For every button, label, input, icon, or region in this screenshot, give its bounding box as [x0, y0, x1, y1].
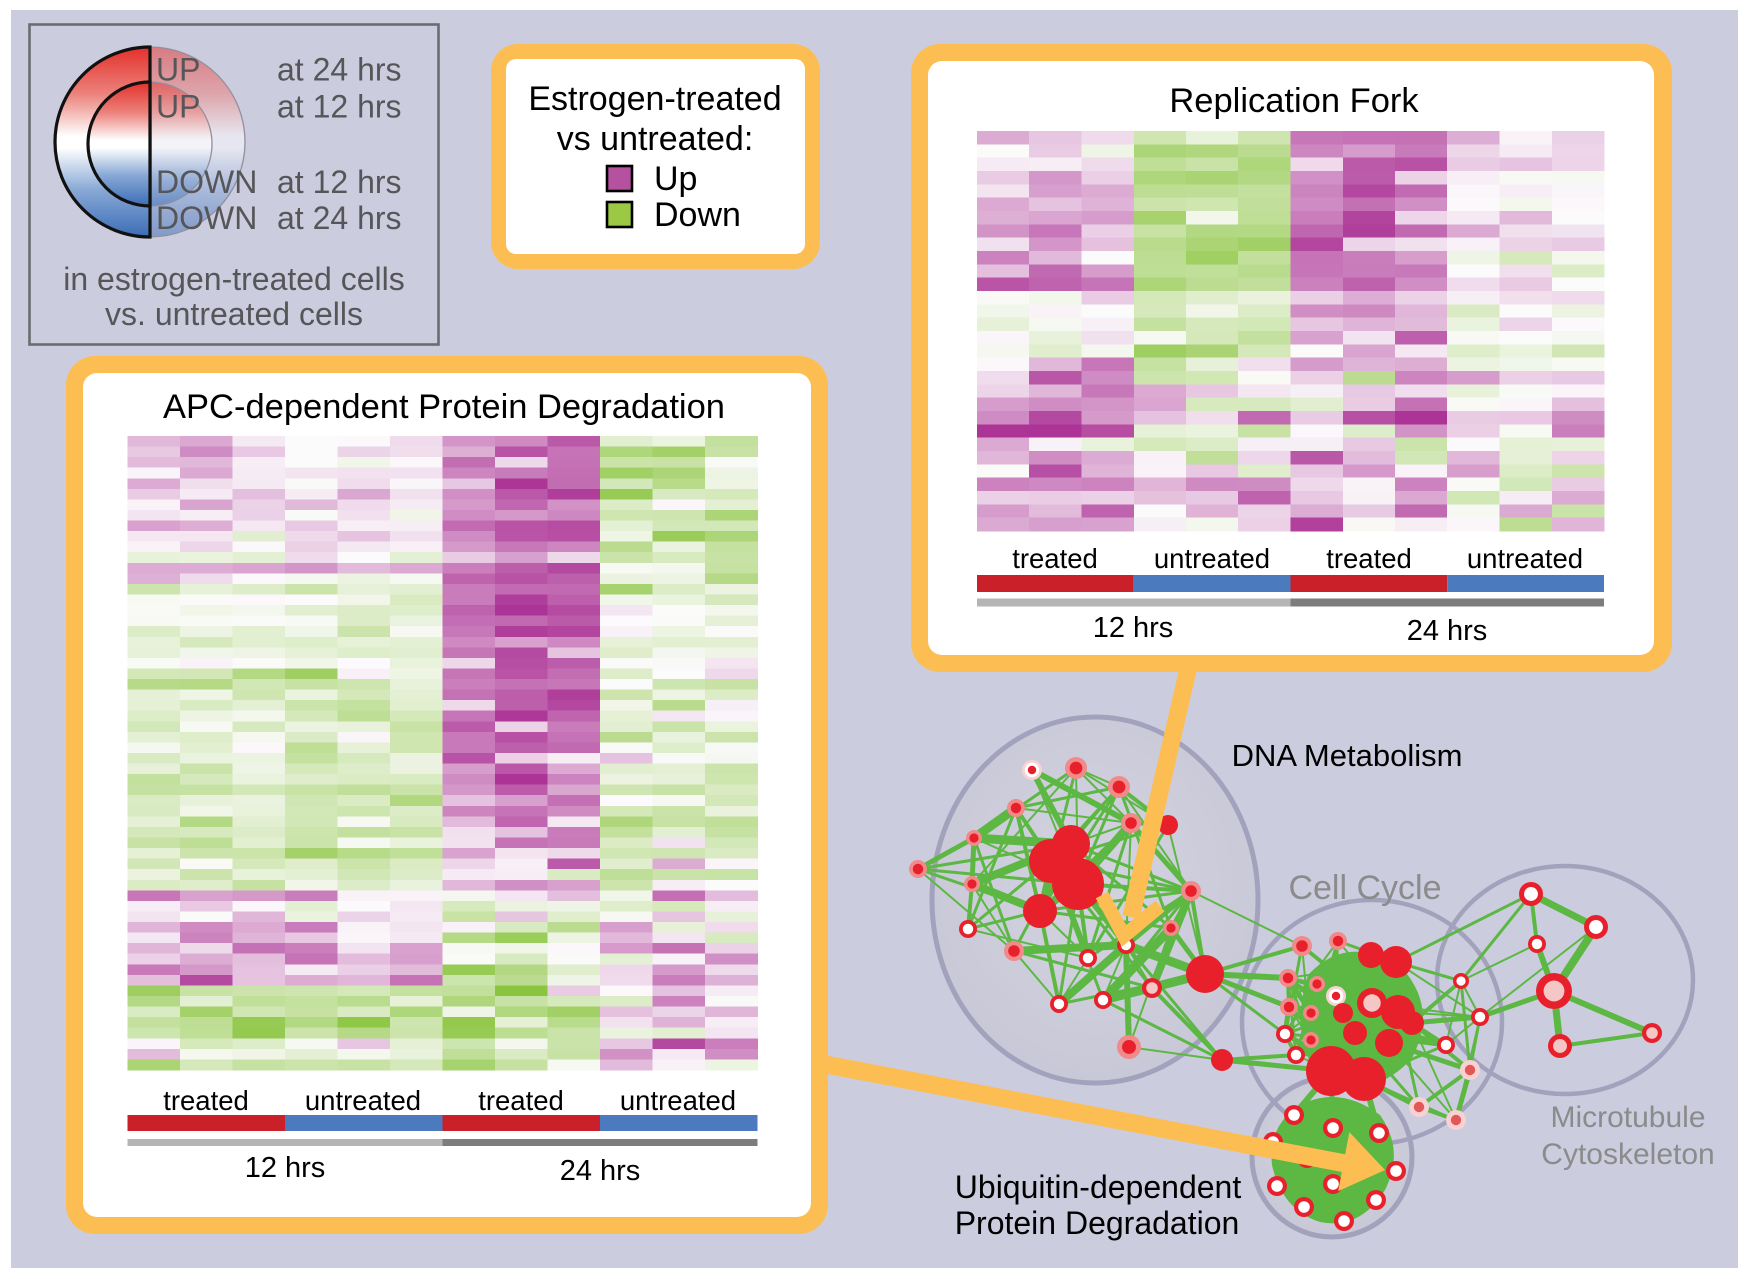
- svg-text:Cell Cycle: Cell Cycle: [1288, 869, 1441, 907]
- svg-text:Ubiquitin-dependent: Ubiquitin-dependent: [955, 1169, 1242, 1205]
- svg-text:APC-dependent Protein Degradat: APC-dependent Protein Degradation: [163, 388, 725, 426]
- svg-text:untreated: untreated: [620, 1085, 736, 1116]
- svg-text:DNA Metabolism: DNA Metabolism: [1232, 738, 1463, 773]
- svg-text:treated: treated: [1326, 543, 1412, 574]
- svg-text:24 hrs: 24 hrs: [560, 1155, 641, 1187]
- svg-text:12 hrs: 12 hrs: [245, 1152, 326, 1184]
- svg-text:Protein Degradation: Protein Degradation: [955, 1205, 1240, 1241]
- svg-text:Replication Fork: Replication Fork: [1169, 82, 1419, 120]
- svg-text:DOWN: DOWN: [156, 164, 257, 200]
- svg-text:at 24 hrs: at 24 hrs: [277, 200, 402, 236]
- svg-text:untreated: untreated: [1467, 543, 1583, 574]
- svg-text:Up: Up: [654, 160, 697, 198]
- svg-text:untreated: untreated: [1154, 543, 1270, 574]
- svg-text:DOWN: DOWN: [156, 200, 257, 236]
- svg-text:vs untreated:: vs untreated:: [557, 120, 754, 158]
- svg-text:UP: UP: [156, 89, 200, 125]
- svg-text:treated: treated: [163, 1085, 249, 1116]
- svg-text:at 12 hrs: at 12 hrs: [277, 164, 402, 200]
- svg-text:treated: treated: [478, 1085, 564, 1116]
- svg-text:at 24 hrs: at 24 hrs: [277, 52, 402, 88]
- svg-text:in estrogen-treated cells: in estrogen-treated cells: [63, 261, 405, 297]
- svg-text:vs. untreated cells: vs. untreated cells: [105, 296, 363, 332]
- svg-text:Cytoskeleton: Cytoskeleton: [1541, 1138, 1714, 1171]
- svg-text:UP: UP: [156, 52, 200, 88]
- svg-text:Down: Down: [654, 196, 741, 234]
- svg-text:at 12 hrs: at 12 hrs: [277, 89, 402, 125]
- svg-text:untreated: untreated: [305, 1085, 421, 1116]
- svg-text:24 hrs: 24 hrs: [1407, 615, 1488, 647]
- svg-text:treated: treated: [1012, 543, 1098, 574]
- svg-text:Microtubule: Microtubule: [1550, 1101, 1705, 1134]
- svg-text:12 hrs: 12 hrs: [1093, 612, 1174, 644]
- svg-text:Estrogen-treated: Estrogen-treated: [528, 80, 781, 118]
